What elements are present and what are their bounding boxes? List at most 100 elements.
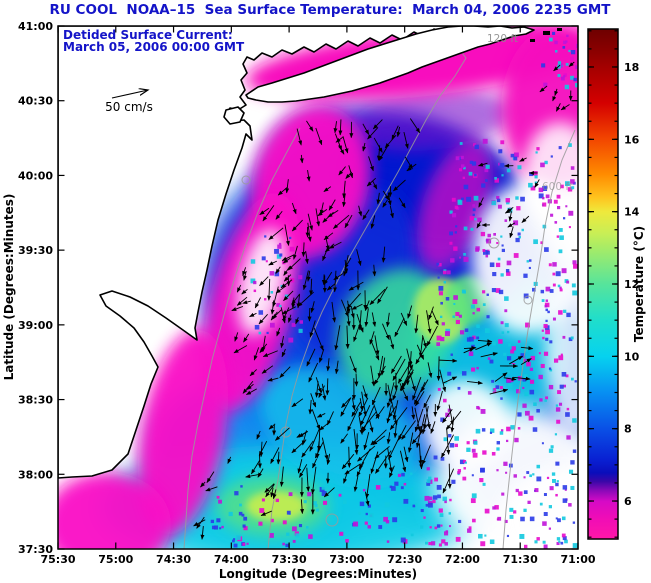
cloud-speckle (552, 31, 556, 35)
current-vector (245, 473, 260, 479)
current-vector (399, 450, 407, 473)
cloud-speckle (540, 363, 545, 369)
cloud-speckle (276, 254, 282, 259)
current-vector (476, 221, 481, 229)
cloud-speckle (548, 448, 554, 453)
cloud-speckle (454, 436, 459, 441)
cloud-speckle (499, 386, 503, 390)
cloud-speckle (545, 308, 548, 312)
cloud-speckle (506, 377, 512, 383)
current-vector (362, 209, 370, 220)
current-vector (313, 327, 324, 351)
current-vector (370, 215, 376, 229)
cloud-speckle (566, 280, 570, 284)
current-vector (421, 444, 431, 466)
cloud-speckle (441, 322, 445, 326)
current-vector (415, 391, 425, 407)
cloud-speckle (476, 324, 480, 329)
current-vector (283, 290, 294, 302)
current-annotation-line1: Detided Surface Current: (63, 28, 233, 42)
cloud-speckle (286, 532, 290, 536)
cloud-speckle (385, 520, 390, 524)
current-vector (275, 210, 283, 220)
cloud-speckle (428, 476, 432, 480)
cloud-speckle (425, 503, 429, 507)
cloud-speckle (449, 210, 453, 214)
current-vector (302, 270, 309, 291)
cloud-speckle (228, 511, 233, 517)
cloud-speckle (501, 174, 504, 177)
current-vector (309, 428, 320, 452)
cloud-speckle (274, 248, 279, 254)
current-vector (261, 365, 274, 374)
cloud-speckle (573, 263, 578, 269)
cloud-speckle (486, 315, 490, 319)
cloud-speckle (563, 309, 567, 313)
cloud-speckle (556, 235, 560, 238)
cloud-speckle (487, 357, 491, 360)
cloud-speckle (444, 500, 447, 504)
cloud-speckle (523, 508, 527, 512)
current-vector (259, 207, 270, 215)
cloud-speckle (526, 471, 530, 474)
scale-arrow-line (111, 90, 148, 99)
cloud-speckle (487, 233, 491, 238)
cloud-speckle (514, 152, 519, 158)
cloud-speckle (543, 544, 548, 549)
cloud-speckle (556, 537, 561, 541)
cloud-speckle (506, 534, 510, 538)
cloud-speckle (555, 517, 558, 520)
cloud-speckle (557, 74, 561, 78)
cloud-speckle (394, 481, 399, 486)
cloud-speckle (493, 233, 496, 236)
cloud-speckle (400, 537, 406, 543)
current-vector (344, 259, 349, 274)
cloud-speckle (491, 288, 496, 293)
cloud-speckle (448, 512, 451, 515)
current-vector (376, 192, 381, 205)
current-vector (267, 278, 272, 301)
current-vector (347, 408, 359, 432)
cloud-speckle (375, 478, 380, 484)
cloud-speckle (401, 472, 405, 477)
cloud-speckle (233, 538, 236, 541)
cloud-speckle (498, 289, 504, 295)
cloud-speckle (560, 541, 564, 545)
cloud-speckle (555, 271, 561, 277)
x-tick-label: 71:00 (560, 553, 595, 566)
land-polygon (58, 26, 469, 479)
cloud-speckle (491, 379, 495, 383)
cloud-speckle (558, 355, 564, 361)
cloud-speckle (529, 474, 532, 478)
y-tick-label: 39:00 (18, 319, 53, 332)
cloud-speckle (549, 368, 553, 372)
current-vector (323, 487, 335, 498)
cloud-speckle (469, 336, 474, 342)
y-axis-label: Latitude (Degrees:Minutes) (2, 194, 16, 381)
cloud-speckle (439, 513, 444, 518)
current-vector (322, 250, 327, 262)
cloud-speckle (312, 501, 317, 506)
x-tick-label: 74:00 (214, 553, 249, 566)
current-vector (333, 121, 338, 134)
colorbar-tick-label: 8 (624, 423, 632, 436)
cloud-speckle (468, 351, 474, 357)
cloud-speckle (482, 138, 488, 144)
cloud-speckle (362, 488, 366, 492)
current-vector (387, 447, 393, 473)
cloud-speckle (292, 526, 297, 532)
cloud-speckle (219, 527, 222, 530)
cloud-speckle (253, 289, 257, 293)
cloud-speckle (501, 244, 504, 247)
current-vector (442, 468, 455, 494)
current-vector (236, 284, 242, 293)
cloud-speckle (236, 535, 241, 540)
cloud-speckle (353, 521, 359, 527)
current-vector (276, 327, 281, 337)
x-tick-label: 75:30 (40, 553, 75, 566)
current-vector (369, 288, 386, 306)
cloud-speckle (303, 500, 307, 504)
current-vector (365, 491, 370, 507)
cloud-speckle (543, 493, 547, 497)
current-vector (446, 410, 462, 430)
